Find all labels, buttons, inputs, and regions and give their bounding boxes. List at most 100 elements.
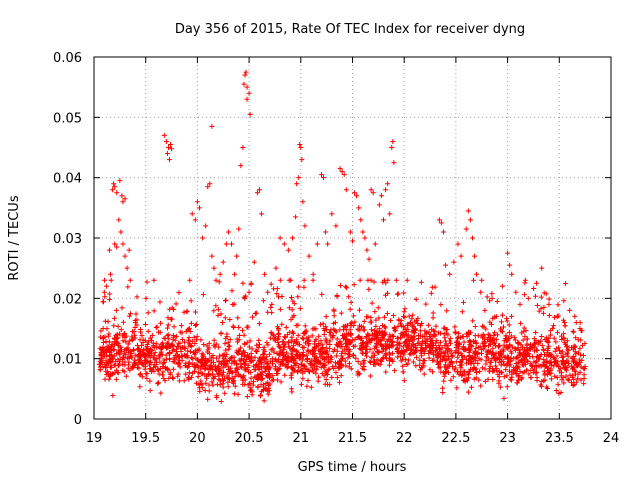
data-point — [294, 339, 300, 345]
data-point — [99, 360, 105, 366]
data-point — [113, 376, 119, 382]
data-point — [443, 262, 449, 268]
data-point — [178, 348, 184, 354]
data-point — [548, 376, 554, 382]
data-point — [302, 329, 308, 335]
data-point — [442, 362, 448, 368]
data-point — [287, 329, 293, 335]
data-point — [101, 289, 107, 295]
data-point — [438, 302, 444, 308]
data-point — [229, 360, 235, 366]
data-point — [564, 364, 570, 370]
data-point — [249, 392, 255, 398]
data-point — [251, 366, 257, 372]
data-point — [207, 363, 213, 369]
data-point — [210, 382, 216, 388]
data-point — [304, 383, 310, 389]
data-point — [110, 356, 116, 362]
data-point — [377, 337, 383, 343]
data-point — [425, 322, 431, 328]
data-point — [417, 328, 423, 334]
data-point — [299, 351, 305, 357]
data-point — [189, 338, 195, 344]
data-point — [384, 310, 390, 316]
data-point — [545, 385, 551, 391]
data-point — [292, 367, 298, 373]
data-point — [499, 283, 505, 289]
data-point — [318, 354, 324, 360]
data-point — [117, 178, 123, 184]
data-point — [300, 199, 306, 205]
data-point — [293, 351, 299, 357]
data-point — [238, 356, 244, 362]
data-point — [211, 308, 217, 314]
data-point — [545, 339, 551, 345]
data-point — [423, 337, 429, 343]
data-point — [321, 327, 327, 333]
data-point — [151, 308, 157, 314]
data-point — [374, 357, 380, 363]
data-point — [243, 293, 249, 299]
data-point — [169, 146, 175, 152]
data-point — [119, 356, 125, 362]
data-point — [535, 355, 541, 361]
data-point — [408, 334, 414, 340]
data-point — [295, 322, 301, 328]
data-point — [486, 343, 492, 349]
data-point — [290, 330, 296, 336]
data-point — [265, 388, 271, 394]
data-point — [218, 311, 224, 317]
data-point — [114, 340, 120, 346]
data-point — [254, 190, 260, 196]
data-point — [381, 314, 387, 320]
data-point — [183, 371, 189, 377]
data-point — [185, 360, 191, 366]
data-point — [534, 378, 540, 384]
data-point — [194, 334, 200, 340]
data-point — [538, 352, 544, 358]
data-point — [459, 353, 465, 359]
data-point — [346, 294, 352, 300]
data-point — [276, 351, 282, 357]
data-point — [451, 367, 457, 373]
data-point — [169, 316, 175, 322]
data-point — [422, 358, 428, 364]
data-point — [214, 365, 220, 371]
data-point — [288, 277, 294, 283]
data-point — [160, 369, 166, 375]
data-point — [343, 284, 349, 290]
data-point — [348, 321, 354, 327]
data-point — [265, 289, 271, 295]
data-point — [389, 145, 395, 150]
data-point — [514, 363, 520, 369]
data-point — [242, 353, 248, 359]
data-point — [122, 196, 128, 202]
data-point — [274, 367, 280, 373]
data-point — [428, 332, 434, 338]
data-point — [578, 328, 584, 334]
data-point — [533, 369, 539, 375]
data-point — [249, 346, 255, 352]
data-point — [118, 349, 124, 355]
x-tick-label: 24 — [603, 431, 620, 446]
data-point — [359, 365, 365, 371]
data-point — [515, 341, 521, 347]
data-point — [474, 271, 480, 277]
data-point — [244, 84, 250, 90]
data-point — [572, 349, 578, 355]
data-point — [540, 346, 546, 352]
data-point — [364, 353, 370, 359]
data-point — [407, 351, 413, 357]
data-point — [132, 361, 138, 367]
data-point — [400, 344, 406, 350]
data-point — [501, 395, 507, 401]
data-point — [175, 373, 181, 379]
data-point — [129, 334, 135, 340]
data-point — [165, 322, 171, 328]
data-point — [564, 338, 570, 344]
data-point — [392, 327, 398, 333]
data-point — [233, 368, 239, 374]
data-point — [114, 336, 120, 342]
data-point — [485, 376, 491, 382]
data-point — [274, 324, 280, 330]
